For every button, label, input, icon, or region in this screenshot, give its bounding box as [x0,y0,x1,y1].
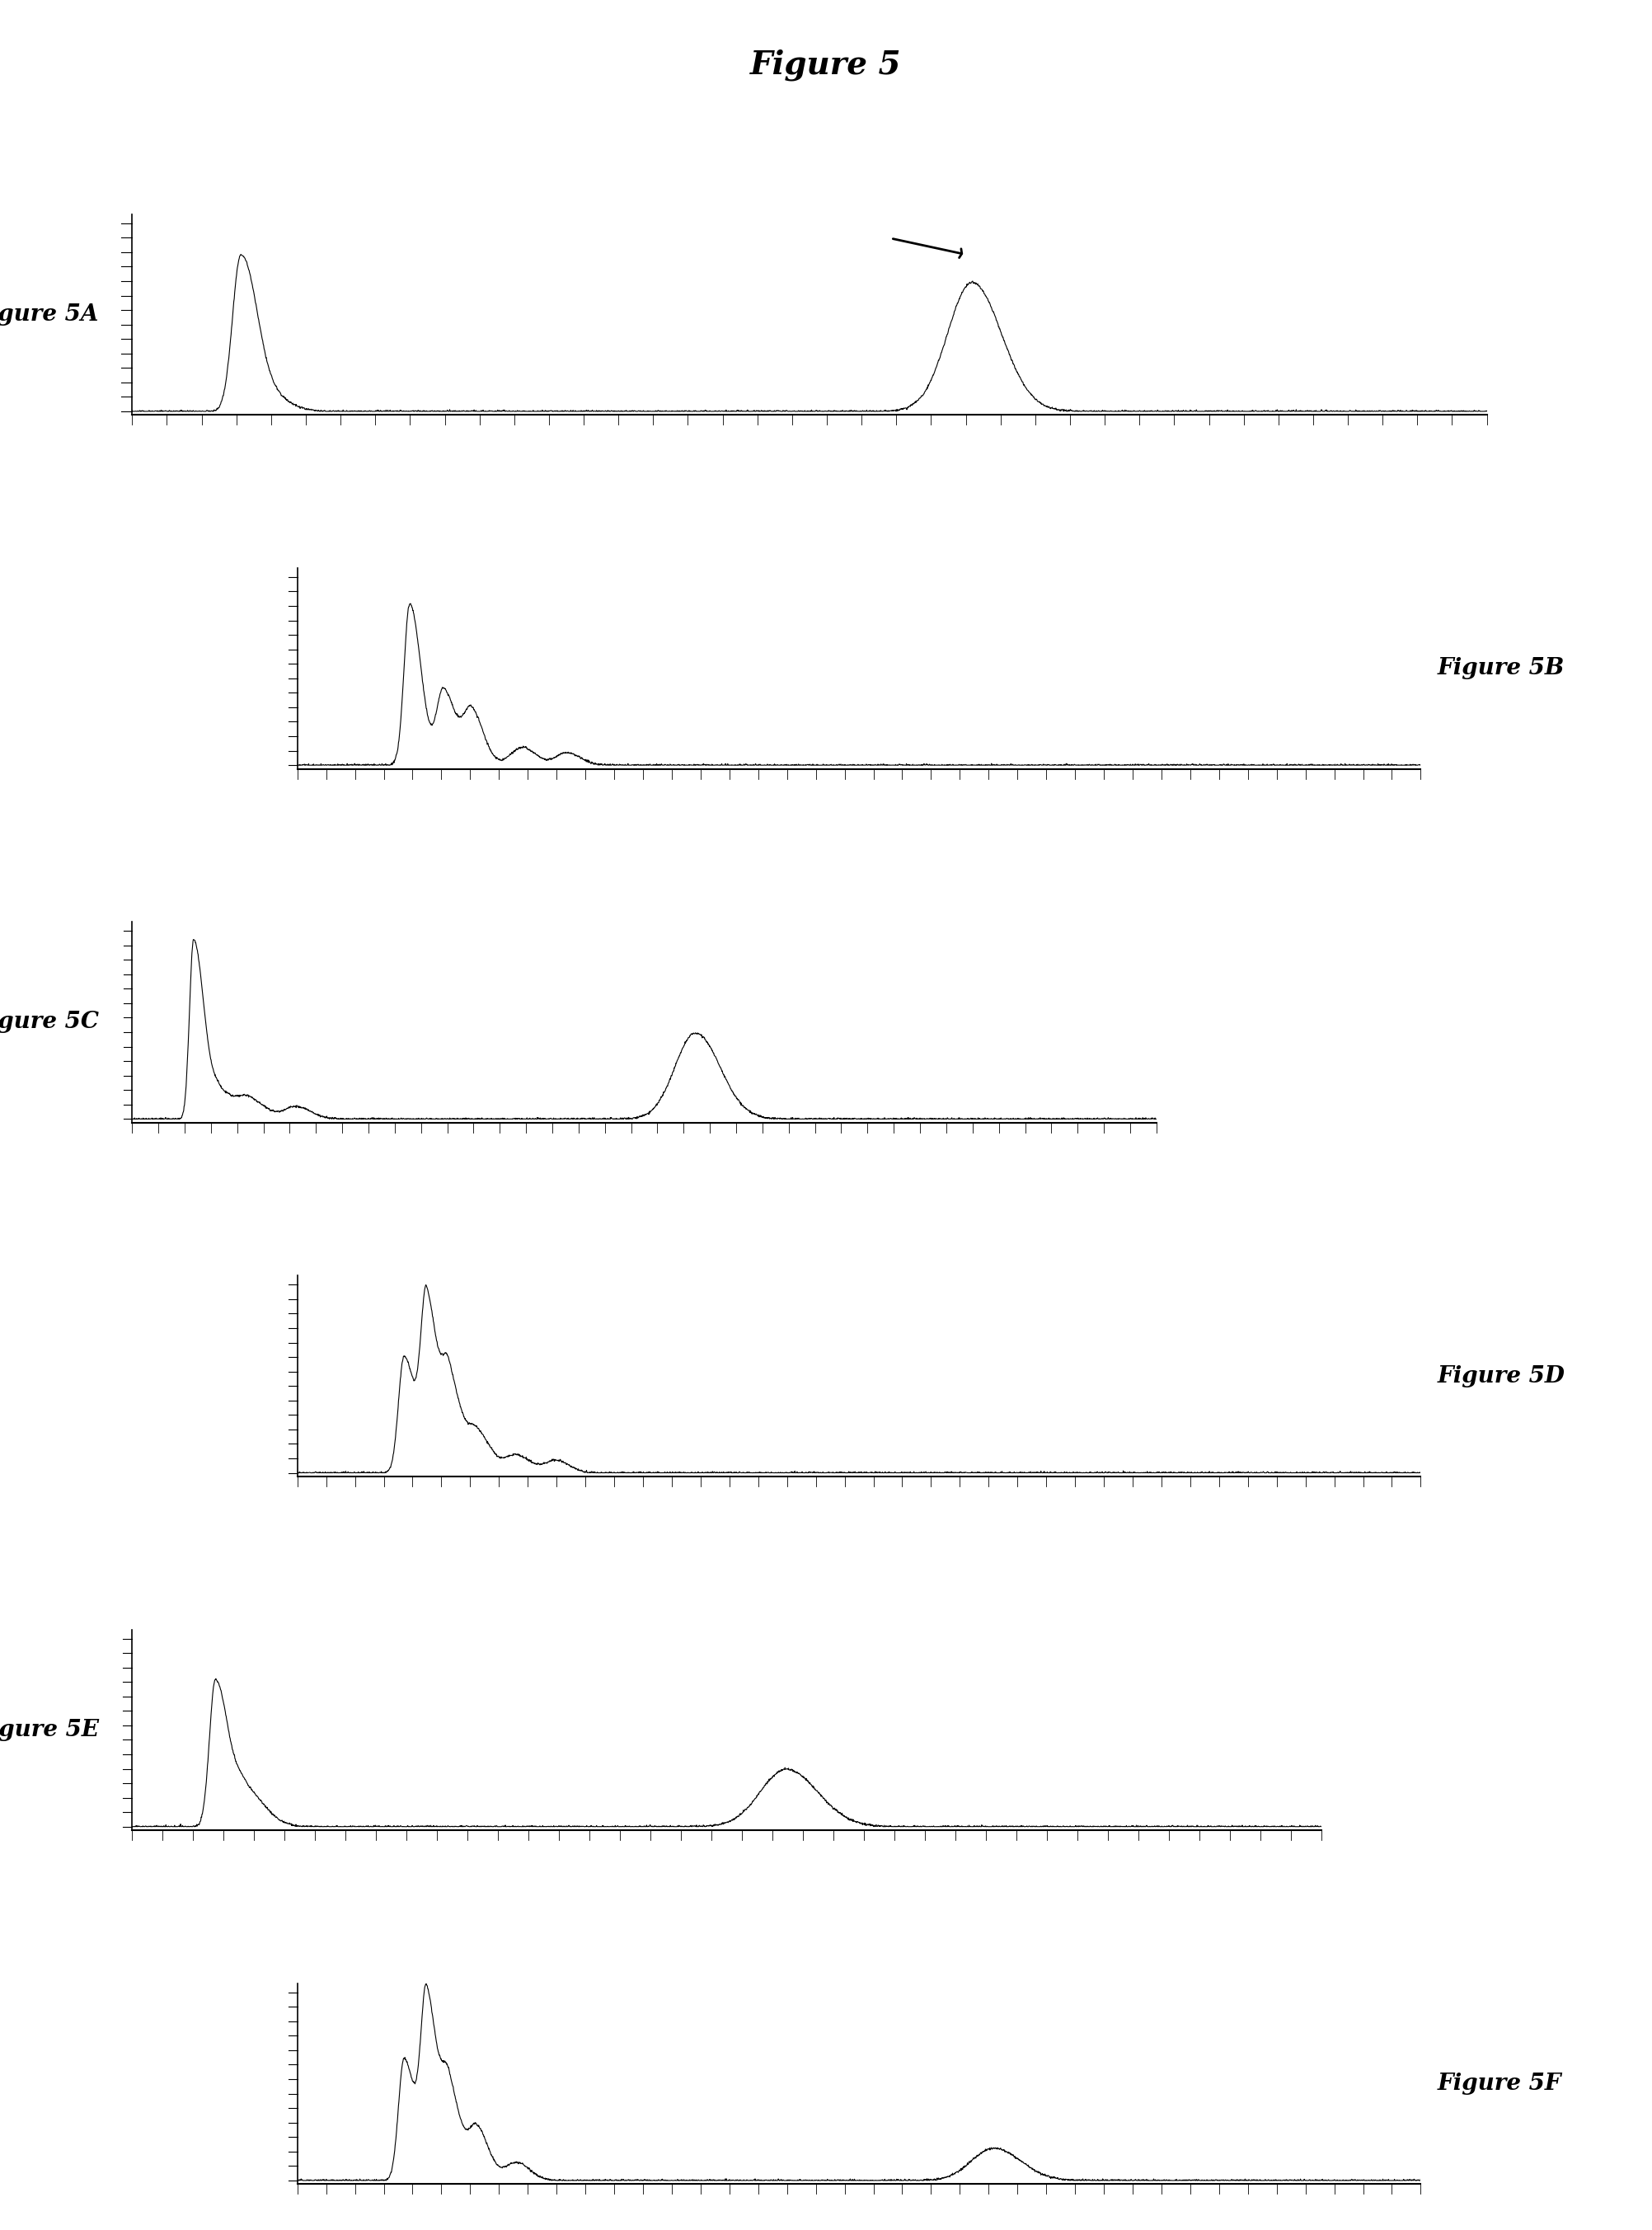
Text: Figure 5E: Figure 5E [0,1719,99,1742]
Text: Figure 5B: Figure 5B [1437,658,1564,680]
Text: Figure 5A: Figure 5A [0,303,99,326]
Text: Figure 5C: Figure 5C [0,1010,99,1032]
Text: Figure 5F: Figure 5F [1437,2072,1561,2094]
Text: Figure 5: Figure 5 [750,49,902,80]
Text: Figure 5D: Figure 5D [1437,1365,1564,1387]
